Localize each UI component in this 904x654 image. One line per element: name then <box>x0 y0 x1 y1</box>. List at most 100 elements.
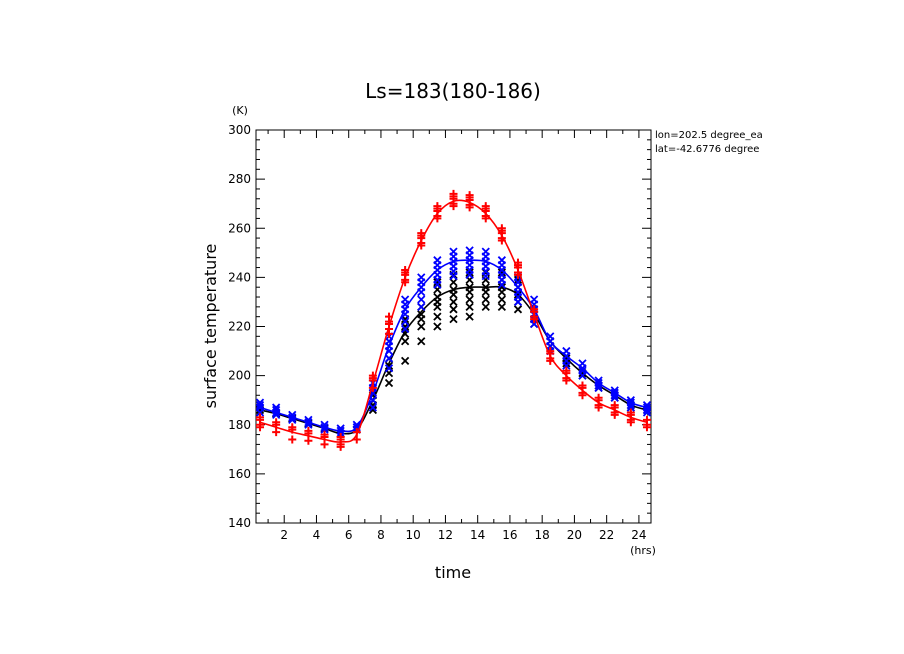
data-point <box>513 258 522 267</box>
data-point <box>400 317 410 326</box>
data-point <box>530 305 539 314</box>
data-point <box>449 285 458 294</box>
data-point <box>320 430 329 439</box>
data-point <box>417 229 426 238</box>
x-tick-label: 4 <box>313 528 321 542</box>
data-point <box>417 302 426 311</box>
series-1 <box>255 246 652 438</box>
data-point <box>433 312 442 321</box>
data-point <box>497 268 507 277</box>
series-0 <box>256 189 651 451</box>
y-tick-label: 260 <box>228 221 251 235</box>
data-point <box>465 312 474 321</box>
x-tick-label: 8 <box>377 528 385 542</box>
data-point <box>400 295 410 304</box>
data-point <box>497 224 506 233</box>
data-point <box>272 403 281 412</box>
data-point <box>497 295 507 304</box>
data-point <box>610 388 619 397</box>
data-point <box>465 295 474 304</box>
data-point <box>384 361 394 370</box>
data-point <box>594 378 603 388</box>
data-point <box>433 292 442 302</box>
data-point <box>529 295 539 304</box>
data-point <box>417 310 426 319</box>
data-point <box>433 256 442 265</box>
data-point <box>368 371 377 380</box>
data-point <box>546 347 555 356</box>
y-tick-label: 200 <box>228 369 251 383</box>
data-point <box>481 247 490 256</box>
data-point <box>562 346 571 356</box>
x-tick-label: 6 <box>345 528 353 542</box>
data-point <box>384 364 394 373</box>
data-point <box>465 191 474 200</box>
data-point <box>578 381 587 390</box>
y-tick-label: 140 <box>228 516 251 530</box>
data-point <box>642 400 652 410</box>
data-point <box>256 420 265 429</box>
data-point <box>497 283 507 292</box>
plot-frame <box>255 129 652 524</box>
data-point <box>304 415 313 424</box>
data-point <box>288 423 297 432</box>
data-point <box>449 278 458 287</box>
data-point <box>417 295 426 304</box>
data-point <box>449 297 458 307</box>
data-point <box>336 424 345 433</box>
data-point <box>626 408 635 417</box>
x-tick-label: 2 <box>280 528 288 542</box>
data-point <box>465 246 474 255</box>
x-tick-label: 16 <box>502 528 517 542</box>
data-point <box>449 305 458 314</box>
lon-annotation: lon=202.5 degree_ea <box>655 130 763 141</box>
chart-title: Ls=183(180-186) <box>365 79 541 103</box>
x-tick-label: 10 <box>406 528 421 542</box>
x-tick-label: 14 <box>470 528 485 542</box>
data-point <box>401 278 410 287</box>
data-point <box>304 436 313 445</box>
data-point <box>272 418 281 427</box>
y-tick-label: 300 <box>228 123 251 137</box>
data-point <box>481 295 490 304</box>
data-point <box>385 312 394 321</box>
data-point <box>400 356 410 366</box>
data-point <box>256 413 265 422</box>
data-point <box>465 283 474 292</box>
data-point <box>497 302 507 311</box>
data-point <box>320 440 329 449</box>
series-line <box>259 199 648 443</box>
series-line <box>259 259 648 433</box>
data-point <box>626 398 635 407</box>
data-point <box>449 247 458 256</box>
data-point <box>449 189 458 198</box>
data-point <box>417 273 426 282</box>
data-point <box>336 440 345 449</box>
y-tick-label: 220 <box>228 320 251 334</box>
data-point <box>384 354 394 363</box>
data-point <box>368 403 378 412</box>
data-point <box>433 278 442 287</box>
data-point <box>465 268 474 277</box>
data-point <box>433 202 442 211</box>
data-point <box>642 403 652 412</box>
data-point <box>465 302 474 311</box>
data-point <box>255 398 265 407</box>
data-point <box>417 337 426 346</box>
data-point <box>449 314 458 324</box>
y-tick-label: 280 <box>228 172 251 186</box>
data-point <box>578 366 587 375</box>
y-axis-title: surface temperature <box>201 244 220 409</box>
data-point <box>481 302 490 311</box>
data-point <box>481 283 490 292</box>
data-point <box>352 435 361 444</box>
y-tick-label: 240 <box>228 270 251 284</box>
x-tick-label: 22 <box>599 528 614 542</box>
data-point <box>481 202 490 211</box>
data-point <box>610 386 619 395</box>
data-point <box>578 359 587 368</box>
data-point <box>562 366 571 375</box>
data-point <box>288 435 297 444</box>
data-point <box>288 410 297 420</box>
